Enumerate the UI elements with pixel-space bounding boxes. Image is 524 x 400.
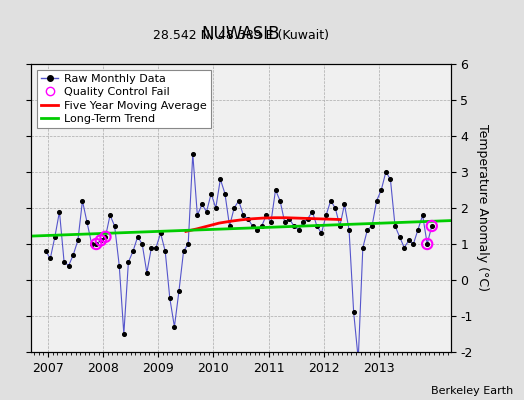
Point <box>138 241 146 247</box>
Point <box>96 237 105 244</box>
Point <box>88 241 96 247</box>
Point <box>303 216 312 222</box>
Point <box>285 216 293 222</box>
Point <box>51 234 59 240</box>
Point <box>170 324 179 330</box>
Point <box>257 223 266 229</box>
Point <box>134 234 142 240</box>
Point <box>271 187 280 193</box>
Point <box>41 248 50 254</box>
Point <box>294 226 303 233</box>
Point <box>106 212 114 218</box>
Point <box>221 190 229 197</box>
Point <box>101 234 110 240</box>
Point <box>405 237 413 244</box>
Point <box>317 230 325 236</box>
Point <box>129 248 137 254</box>
Point <box>55 208 63 215</box>
Point <box>331 205 340 211</box>
Point <box>152 244 160 251</box>
Point <box>92 241 101 247</box>
Point <box>358 244 367 251</box>
Point <box>189 151 197 157</box>
Point <box>157 230 165 236</box>
Title: NUWASIB: NUWASIB <box>202 25 280 43</box>
Point <box>175 288 183 294</box>
Point <box>179 248 188 254</box>
Point <box>216 176 225 182</box>
Point <box>46 255 54 262</box>
Point <box>248 223 257 229</box>
Point <box>244 216 252 222</box>
Point <box>354 356 363 362</box>
Point <box>147 244 156 251</box>
Point <box>377 187 386 193</box>
Point <box>396 234 404 240</box>
Point <box>290 223 298 229</box>
Point <box>253 226 261 233</box>
Point <box>115 262 124 269</box>
Point <box>92 241 101 247</box>
Point <box>350 309 358 316</box>
Text: 28.542 N, 48.389 E (Kuwait): 28.542 N, 48.389 E (Kuwait) <box>153 29 329 42</box>
Point <box>74 237 82 244</box>
Point <box>119 331 128 337</box>
Point <box>322 212 330 218</box>
Point <box>212 205 220 211</box>
Point <box>101 234 110 240</box>
Point <box>230 205 238 211</box>
Point <box>166 295 174 301</box>
Point <box>193 212 202 218</box>
Point <box>64 262 73 269</box>
Point <box>423 241 431 247</box>
Point <box>345 226 353 233</box>
Point <box>363 226 372 233</box>
Text: Berkeley Earth: Berkeley Earth <box>431 386 514 396</box>
Point <box>235 198 243 204</box>
Point <box>381 169 390 175</box>
Point <box>78 198 86 204</box>
Point <box>386 176 395 182</box>
Point <box>143 270 151 276</box>
Point <box>340 201 348 208</box>
Point <box>124 259 133 265</box>
Point <box>69 252 78 258</box>
Point <box>280 219 289 226</box>
Point <box>161 248 169 254</box>
Point <box>326 198 335 204</box>
Point <box>83 219 91 226</box>
Point <box>391 223 399 229</box>
Point <box>207 190 215 197</box>
Point <box>96 237 105 244</box>
Point <box>202 208 211 215</box>
Point <box>373 198 381 204</box>
Point <box>400 244 408 251</box>
Legend: Raw Monthly Data, Quality Control Fail, Five Year Moving Average, Long-Term Tren: Raw Monthly Data, Quality Control Fail, … <box>37 70 211 128</box>
Point <box>428 223 436 229</box>
Point <box>419 212 427 218</box>
Point <box>111 223 119 229</box>
Point <box>313 223 321 229</box>
Point <box>414 226 422 233</box>
Point <box>184 241 192 247</box>
Point <box>409 241 418 247</box>
Point <box>308 208 316 215</box>
Point <box>262 212 270 218</box>
Point <box>428 223 436 229</box>
Point <box>368 223 376 229</box>
Point <box>60 259 68 265</box>
Y-axis label: Temperature Anomaly (°C): Temperature Anomaly (°C) <box>476 124 489 292</box>
Point <box>198 201 206 208</box>
Point <box>299 219 307 226</box>
Point <box>423 241 431 247</box>
Point <box>276 198 285 204</box>
Point <box>225 223 234 229</box>
Point <box>336 223 344 229</box>
Point <box>267 219 275 226</box>
Point <box>239 212 247 218</box>
